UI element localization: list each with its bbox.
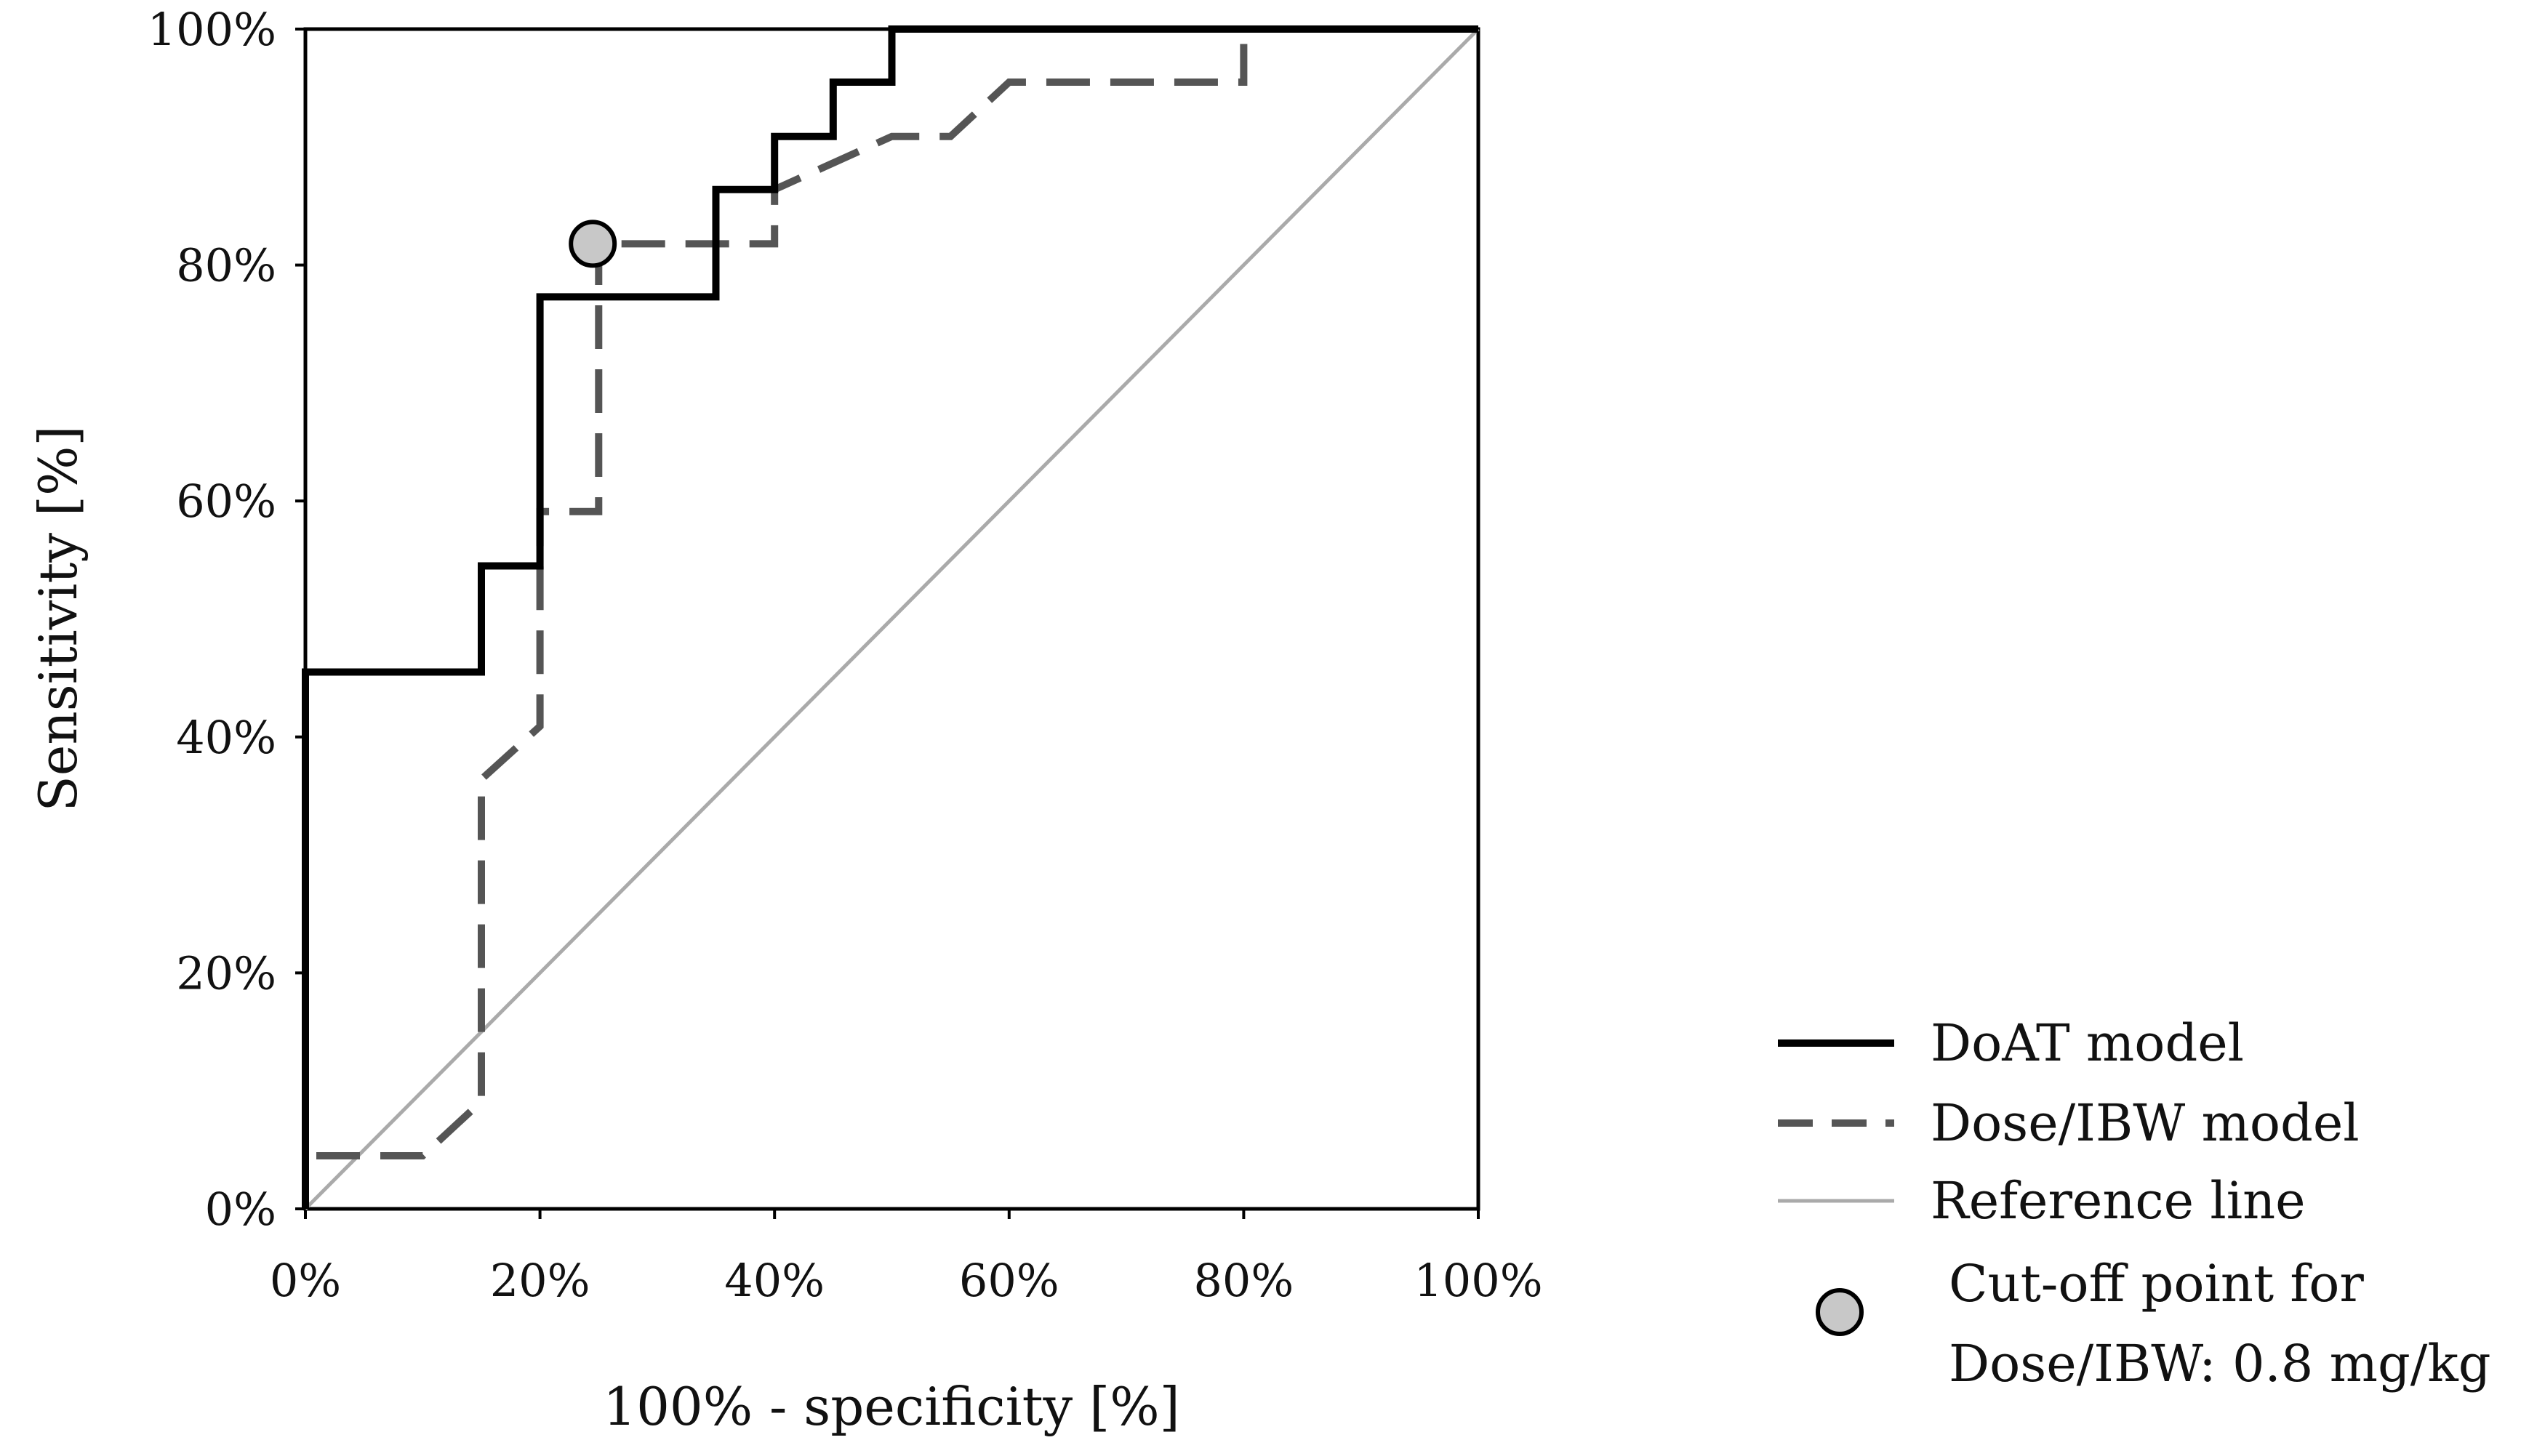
x-axis-label: 100% - specificity [%] — [603, 1376, 1179, 1437]
legend-label: Dose/IBW model — [1931, 1093, 2360, 1153]
y-tick-label: 80% — [176, 239, 276, 292]
legend: DoAT model Dose/IBW model Reference line Cu… — [1778, 1013, 2491, 1393]
x-tick-label: 100% — [1414, 1254, 1542, 1307]
cut-off-point-marker — [569, 220, 617, 268]
y-tick-label: 20% — [176, 946, 276, 1000]
reference-line-line — [304, 28, 1480, 1210]
annotation-layer — [569, 220, 617, 268]
y-tick-label: 40% — [176, 711, 276, 764]
x-tick-label: 80% — [1193, 1254, 1294, 1307]
y-tick-label: 0% — [205, 1183, 276, 1236]
legend-label: DoAT model — [1931, 1013, 2244, 1073]
y-axis-ticks: 0% 20% 40% 60% 80% 100% — [148, 3, 305, 1236]
x-tick-label: 0% — [270, 1254, 341, 1307]
x-tick-label: 20% — [490, 1254, 590, 1307]
legend-label-cut-off: Dose/IBW: 0.8 mg/kg — [1949, 1334, 2491, 1393]
legend-cut-off-marker — [1816, 1288, 1864, 1336]
legend-label-cut-off: Cut-off point for — [1949, 1254, 2364, 1314]
x-tick-label: 60% — [959, 1254, 1059, 1307]
y-tick-label: 60% — [176, 475, 276, 528]
x-axis-ticks: 0% 20% 40% 60% 80% 100% — [270, 1209, 1543, 1307]
legend-label: Reference line — [1931, 1171, 2306, 1231]
y-axis-label: Sensitivity [%] — [28, 425, 89, 811]
y-tick-label: 100% — [148, 3, 276, 56]
x-tick-label: 40% — [724, 1254, 825, 1307]
doat-model-line — [302, 25, 1478, 1209]
series-layer — [302, 25, 1480, 1210]
